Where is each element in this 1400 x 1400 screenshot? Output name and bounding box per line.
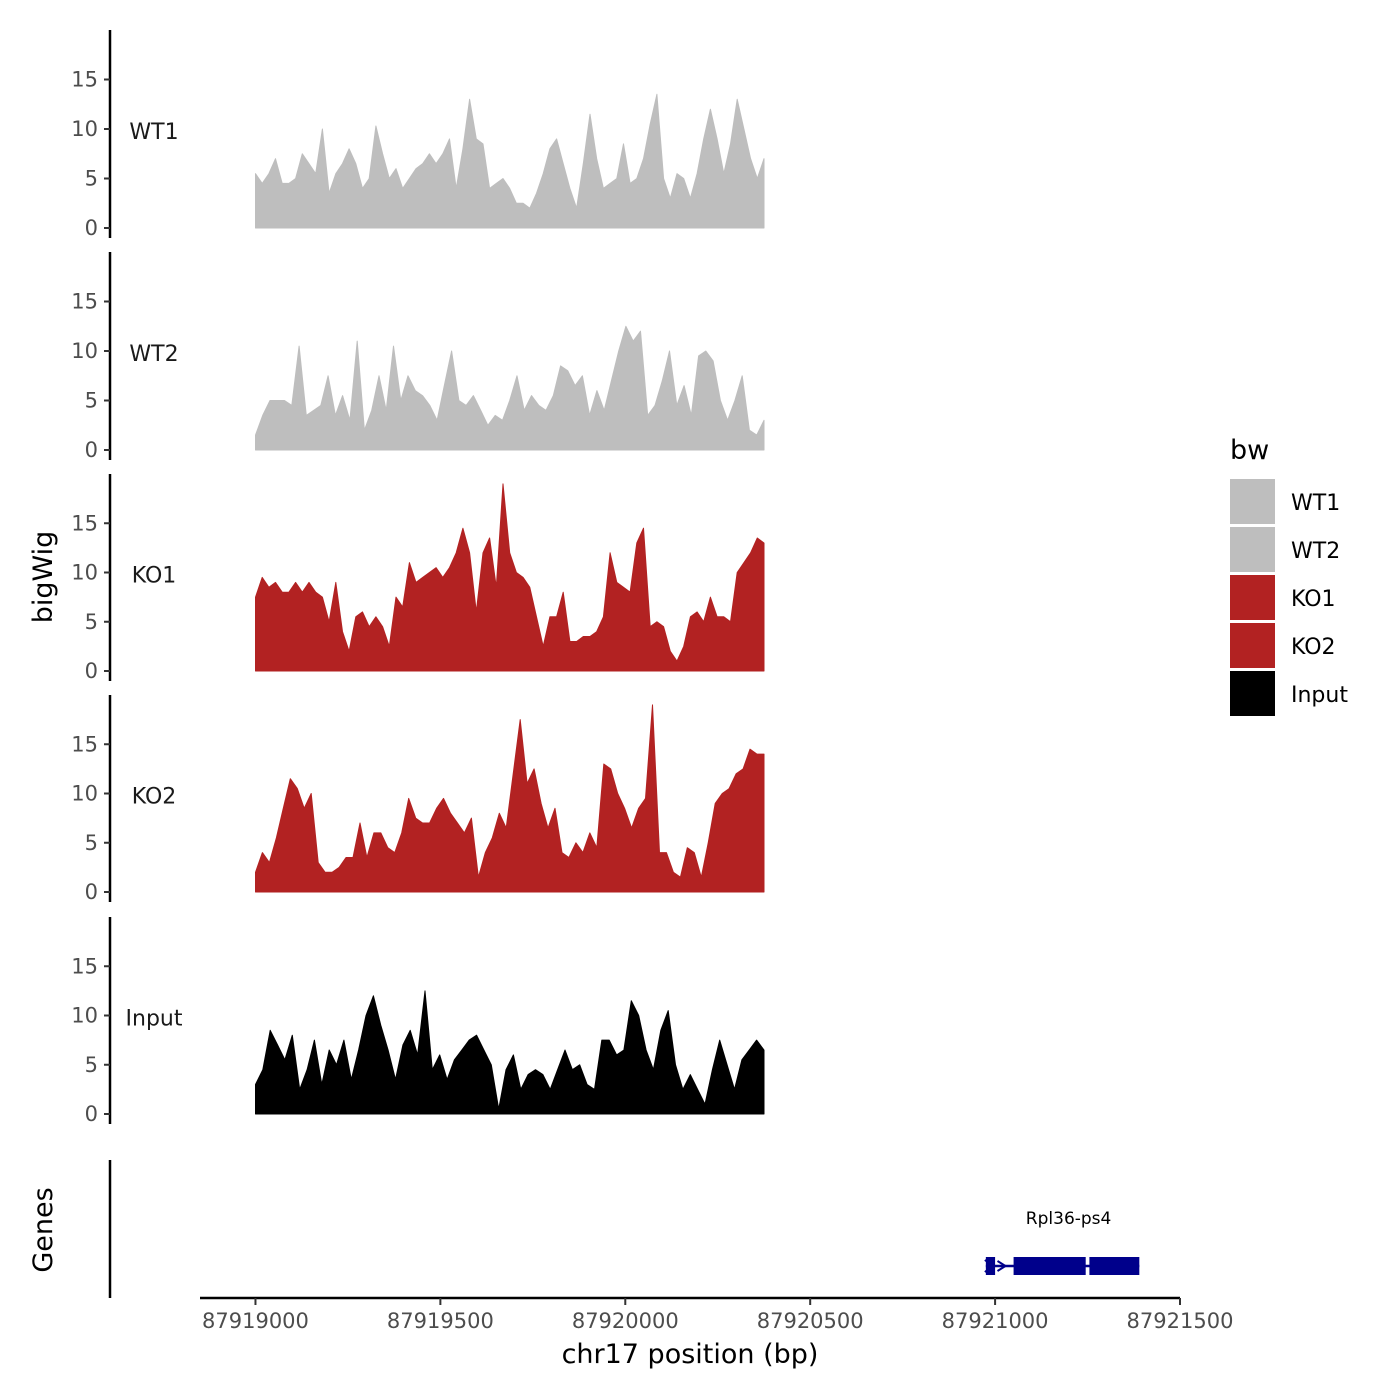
y-axis-title: bigWig [28, 531, 59, 624]
strand-arrow-icon [996, 1260, 1008, 1272]
x-axis-title: chr17 position (bp) [562, 1339, 819, 1370]
y-tick-label: 10 [71, 561, 98, 585]
legend-label-wt2: WT2 [1291, 539, 1340, 564]
y-tick-label: 15 [71, 732, 98, 756]
legend-title: bw [1230, 435, 1269, 466]
y-tick-label: 0 [85, 438, 98, 462]
y-tick-label: 10 [71, 117, 98, 141]
y-tick-label: 15 [71, 68, 98, 92]
x-tick-label: 87919500 [387, 1309, 494, 1333]
track-label-ko1: KO1 [132, 563, 177, 588]
x-tick-label: 87921500 [1127, 1309, 1234, 1333]
gene-track-label: Genes [28, 1187, 59, 1272]
track-label-ko2: KO2 [132, 784, 177, 809]
y-tick-label: 0 [85, 1102, 98, 1126]
coverage-area-ko1 [255, 483, 765, 672]
y-tick-label: 5 [85, 389, 98, 413]
y-tick-label: 15 [71, 290, 98, 314]
legend-swatch-ko2 [1230, 623, 1275, 668]
y-tick-label: 5 [85, 831, 98, 855]
y-tick-label: 0 [85, 216, 98, 240]
gene-exon [1089, 1257, 1140, 1275]
legend-swatch-input [1230, 671, 1275, 716]
coverage-area-wt2 [255, 325, 765, 451]
y-tick-label: 15 [71, 954, 98, 978]
track-label-wt1: WT1 [129, 120, 178, 145]
x-tick-label: 87920500 [757, 1309, 864, 1333]
legend-label-input: Input [1291, 683, 1348, 708]
y-tick-label: 5 [85, 610, 98, 634]
y-tick-label: 5 [85, 167, 98, 191]
x-tick-label: 87921000 [942, 1309, 1049, 1333]
legend-label-wt1: WT1 [1291, 491, 1340, 516]
y-tick-label: 0 [85, 659, 98, 683]
gene-exon [1013, 1257, 1086, 1275]
legend-swatch-wt1 [1230, 479, 1275, 524]
y-tick-label: 10 [71, 1004, 98, 1028]
y-tick-label: 0 [85, 880, 98, 904]
coverage-area-input [255, 990, 765, 1115]
y-tick-label: 15 [71, 511, 98, 535]
x-tick-label: 87920000 [572, 1309, 679, 1333]
legend-swatch-ko1 [1230, 575, 1275, 620]
y-tick-label: 5 [85, 1053, 98, 1077]
gene-exon [985, 1257, 996, 1275]
legend-label-ko1: KO1 [1291, 587, 1336, 612]
y-tick-label: 10 [71, 782, 98, 806]
track-label-wt2: WT2 [129, 342, 178, 367]
gene-name-label: Rpl36-ps4 [1026, 1209, 1112, 1229]
x-tick-label: 87919000 [202, 1309, 309, 1333]
legend-swatch-wt2 [1230, 527, 1275, 572]
coverage-area-ko2 [255, 704, 765, 893]
y-tick-label: 10 [71, 339, 98, 363]
coverage-area-wt1 [255, 93, 765, 229]
track-label-input: Input [126, 1006, 183, 1031]
legend-label-ko2: KO2 [1291, 635, 1336, 660]
strand-arrow-icon [984, 1259, 995, 1273]
